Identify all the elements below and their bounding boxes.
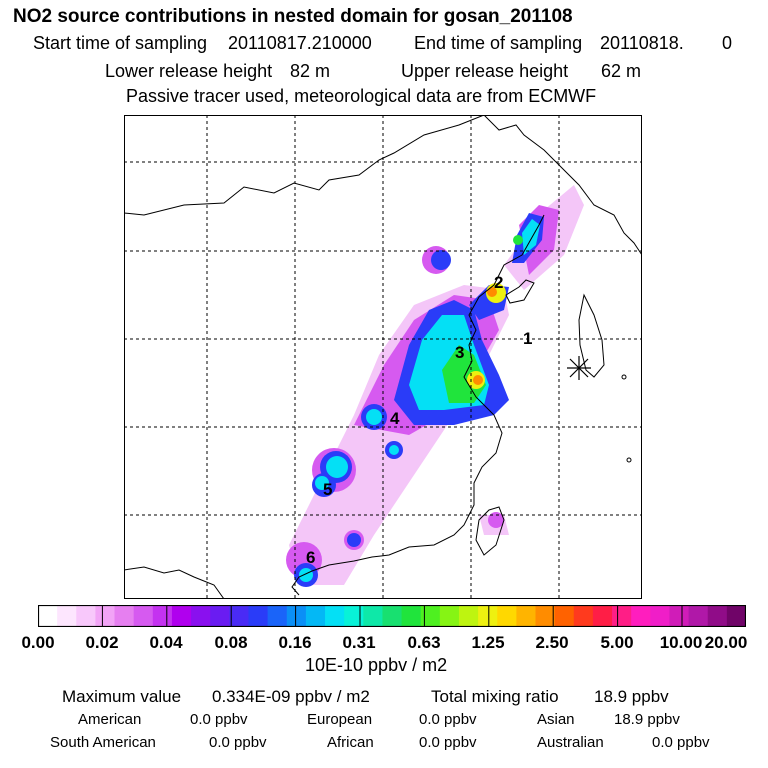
- region-name: South American: [50, 734, 156, 751]
- start-time-label: Start time of sampling: [33, 33, 208, 53]
- region-value: 0.0 ppbv: [419, 734, 477, 751]
- colorbar-cell: [650, 605, 671, 627]
- colorbar-cell: [344, 605, 364, 627]
- region-name: European: [307, 711, 373, 728]
- map-label-5: 5: [323, 480, 332, 499]
- map-label-3: 3: [455, 343, 464, 362]
- colorbar-cell: [210, 605, 230, 627]
- colorbar-cell: [76, 605, 97, 627]
- colorbar-cell: [38, 605, 58, 627]
- map-label-1: 1: [523, 329, 532, 348]
- lat-lon-grid: [124, 115, 642, 599]
- plume-orange: [473, 287, 497, 385]
- colorbar-cell: [535, 605, 556, 627]
- tracer-note: Passive tracer used, meteorological data…: [126, 86, 597, 106]
- colorbar-tick: 0.00: [21, 633, 55, 652]
- colorbar-cell: [325, 605, 345, 627]
- colorbar-cell: [631, 605, 651, 627]
- colorbar-cell: [554, 605, 575, 627]
- coastline: [124, 115, 642, 599]
- colorbar-tick: 20.00: [704, 633, 748, 652]
- end-time-label: End time of sampling: [414, 33, 583, 53]
- map-label-2: 2: [494, 273, 503, 292]
- region-value: 0.0 ppbv: [209, 734, 267, 751]
- colorbar-cell: [191, 605, 211, 627]
- colorbar-tick: 0.16: [278, 633, 312, 652]
- colorbar-cell: [286, 605, 307, 627]
- end-time-value: 20110818.: [600, 33, 684, 53]
- colorbar-cell: [458, 605, 479, 627]
- colorbar-unit: 10E-10 ppbv / m2: [305, 655, 448, 675]
- region-name: Australian: [537, 734, 604, 751]
- total-mixing-value: 18.9 ppbv: [594, 687, 669, 706]
- region-name: American: [78, 711, 142, 728]
- upper-height-label: Upper release height: [401, 61, 569, 81]
- colorbar-cell: [726, 605, 746, 627]
- upper-height-value: 62 m: [601, 61, 642, 81]
- colorbar-cell: [669, 605, 690, 627]
- lower-height-value: 82 m: [290, 61, 331, 81]
- colorbar-tick: 0.02: [85, 633, 119, 652]
- colorbar-cell: [592, 605, 613, 627]
- region-name: Asian: [537, 711, 575, 728]
- colorbar-cell: [114, 605, 135, 627]
- map-label-4: 4: [390, 409, 400, 428]
- colorbar-cell: [401, 605, 422, 627]
- plot-title: NO2 source contributions in nested domai…: [13, 6, 573, 27]
- lower-height-label: Lower release height: [105, 61, 273, 81]
- map-label-6: 6: [306, 548, 315, 567]
- colorbar-cell: [439, 605, 460, 627]
- colorbar-tick: 1.25: [471, 633, 505, 652]
- colorbar-cell: [573, 605, 594, 627]
- colorbar-cell: [248, 605, 269, 627]
- start-time-value: 20110817.210000: [228, 33, 372, 53]
- receptor-star-icon: [567, 356, 591, 380]
- colorbar-cell: [171, 605, 192, 627]
- colorbar-tick: 5.00: [600, 633, 634, 652]
- max-value: 0.334E-09 ppbv / m2: [212, 687, 370, 706]
- region-name: African: [327, 734, 374, 751]
- colorbar-cell: [497, 605, 517, 627]
- colorbar-cell: [612, 605, 632, 627]
- region-value: 0.0 ppbv: [419, 711, 477, 728]
- colorbar-cell: [57, 605, 77, 627]
- colorbar-tick: 0.08: [214, 633, 248, 652]
- colorbar-cell: [229, 605, 250, 627]
- max-value-label: Maximum value: [62, 687, 182, 706]
- colorbar-cell: [707, 605, 728, 627]
- colorbar-cell: [478, 605, 498, 627]
- colorbar-cell: [516, 605, 537, 627]
- colorbar-cell: [267, 605, 288, 627]
- region-value: 0.0 ppbv: [652, 734, 710, 751]
- colorbar-cell: [420, 605, 441, 627]
- colorbar-tick: 0.63: [407, 633, 441, 652]
- total-mixing-label: Total mixing ratio: [431, 687, 559, 706]
- map-frame: [124, 115, 642, 599]
- colorbar-tick: 0.04: [149, 633, 183, 652]
- colorbar-cell: [688, 605, 709, 627]
- colorbar: [38, 605, 746, 627]
- region-value: 0.0 ppbv: [190, 711, 248, 728]
- colorbar-cell: [133, 605, 154, 627]
- colorbar-tick: 10.00: [659, 633, 703, 652]
- colorbar-tick: 0.31: [342, 633, 376, 652]
- colorbar-cell: [363, 605, 384, 627]
- colorbar-cell: [305, 605, 326, 627]
- region-value: 18.9 ppbv: [614, 711, 680, 728]
- end-time-extra: 0: [722, 33, 733, 53]
- colorbar-cell: [95, 605, 116, 627]
- colorbar-cell: [152, 605, 173, 627]
- colorbar-cell: [382, 605, 403, 627]
- colorbar-tick: 2.50: [535, 633, 569, 652]
- source-contribution-map: 1 2 3 4 5 6: [124, 115, 642, 599]
